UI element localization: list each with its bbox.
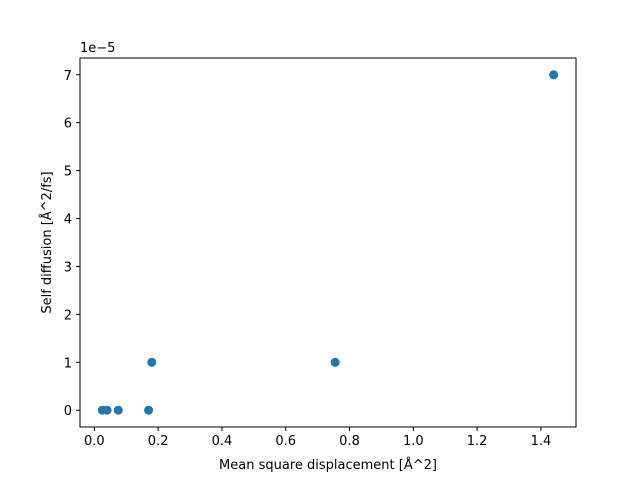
y-tick-label: 6	[64, 117, 72, 132]
y-tick-label: 5	[64, 165, 72, 180]
x-axis-ticks: 0.0 0.2 0.4 0.6 0.8 1.0 1.2 1.4	[84, 427, 551, 449]
x-tick-label: 1.4	[531, 434, 552, 449]
y-tick-label: 3	[64, 260, 72, 275]
plot-background	[80, 58, 576, 427]
y-offset-label: 1e−5	[80, 41, 115, 56]
x-tick-label: 0.8	[339, 434, 360, 449]
data-point	[113, 405, 123, 415]
y-tick-label: 7	[64, 69, 72, 84]
data-point	[330, 357, 340, 367]
data-point	[144, 405, 154, 415]
y-tick-label: 1	[64, 356, 72, 371]
data-points	[97, 70, 559, 415]
x-tick-label: 0.4	[212, 434, 233, 449]
x-tick-label: 0.6	[275, 434, 296, 449]
data-point	[549, 70, 559, 80]
y-tick-label: 4	[64, 213, 72, 228]
data-point	[102, 405, 112, 415]
y-axis-ticks: 0 1 2 3 4 5 6 7	[64, 69, 80, 419]
x-tick-label: 1.2	[467, 434, 488, 449]
plot-frame	[79, 57, 577, 428]
data-point	[147, 357, 157, 367]
x-tick-label: 1.0	[403, 434, 424, 449]
x-axis-label: Mean square displacement [Å^2]	[219, 457, 437, 473]
y-tick-label: 2	[64, 308, 72, 323]
x-tick-label: 0.2	[148, 434, 169, 449]
y-axis-label: Self diffusion [Å^2/fs]	[39, 171, 55, 313]
x-tick-label: 0.0	[84, 434, 105, 449]
y-tick-label: 0	[64, 404, 72, 419]
